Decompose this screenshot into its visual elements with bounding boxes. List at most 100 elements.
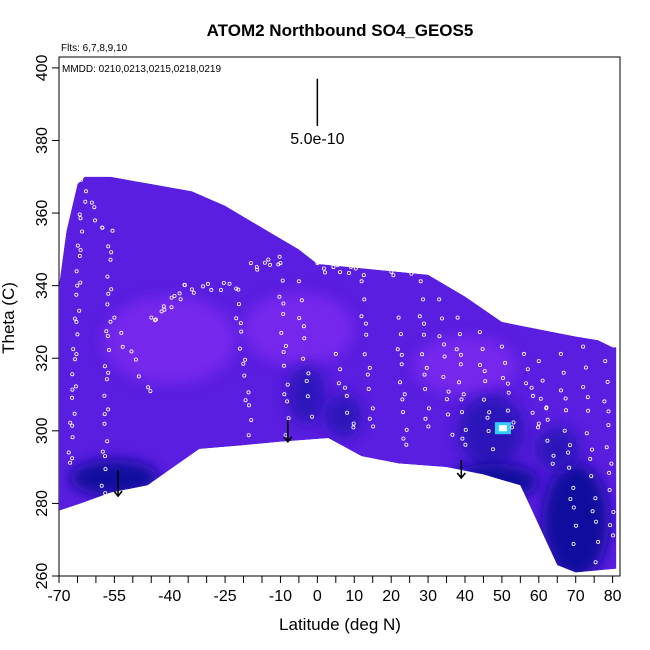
sample-point [585,395,590,400]
sample-point [106,244,111,249]
sample-point [361,273,366,278]
sample-point [563,396,568,401]
sample-point [400,267,405,272]
sample-point [511,420,516,425]
sample-point [169,305,174,310]
light-region [243,292,355,366]
sample-point [106,407,111,412]
sample-point [524,381,529,386]
sample-point [421,321,426,326]
sample-point [301,324,306,329]
x-tick-label: -40 [158,588,181,605]
sample-point [538,396,543,401]
sample-point [345,410,350,415]
sample-point [397,380,402,385]
sample-point [603,359,608,364]
sample-point [79,177,84,182]
sample-point [545,417,550,422]
sample-point [110,228,115,233]
sample-point [367,365,372,370]
sample-point [105,333,110,338]
y-tick-label: 260 [34,563,51,590]
sample-point [583,365,588,370]
sample-point [611,509,616,514]
sample-point [262,260,267,265]
sample-point [106,291,111,296]
sample-point [306,371,311,376]
sample-point [522,351,527,356]
sample-point [119,330,124,335]
sample-point [78,216,83,221]
sample-point [486,428,491,433]
sample-point [530,410,535,415]
sample-point [283,343,288,348]
sample-point [78,247,83,252]
sample-point [571,485,576,490]
sample-point [75,243,80,248]
sample-point [153,317,158,322]
sample-point [178,297,183,302]
sample-point [112,315,117,320]
sample-point [477,362,482,367]
dark-region [457,394,525,468]
sample-point [74,319,79,324]
sample-point [459,397,464,402]
y-tick-label: 300 [34,417,51,444]
x-tick-label: -70 [47,588,70,605]
sample-point [146,385,151,390]
scale-bar-label: 5.0e-10 [290,131,344,148]
arrow-head [113,490,123,498]
sample-point [238,321,243,326]
sample-point [446,389,451,394]
sample-point [200,284,205,289]
sample-point [364,332,369,337]
sample-point [525,367,530,372]
sample-point [395,347,400,352]
arrow-head [456,472,466,480]
sample-point [70,435,75,440]
sample-point [120,344,125,349]
sample-point [299,298,304,303]
sample-point [322,270,327,275]
sample-point [562,428,567,433]
vector-arrow [283,419,293,443]
sample-point [77,308,82,313]
sample-point [100,225,105,230]
sample-point [191,290,196,295]
sample-point [463,442,468,447]
sample-point [255,267,260,272]
sample-point [84,189,89,194]
sample-point [437,297,442,302]
sample-point [399,352,404,357]
y-axis-label: Theta (C) [0,282,18,354]
sample-point [246,390,251,395]
sample-point [606,423,611,428]
sample-point [455,315,460,320]
sample-point [458,352,463,357]
sample-point [344,393,349,398]
sample-point [103,454,108,459]
sample-point [545,438,550,443]
sample-point [242,373,247,378]
sample-point [459,410,464,415]
sample-point [321,266,326,271]
sample-point [362,352,367,357]
sample-point [400,410,405,415]
sample-point [366,386,371,391]
sample-point [483,379,488,384]
sample-point [593,496,598,501]
sample-point [133,357,138,362]
sample-point [456,380,461,385]
sample-point [588,456,593,461]
sample-point [107,347,112,352]
sample-point [418,279,423,284]
sample-point [77,212,82,217]
x-axis-label: Latitude (deg N) [279,615,401,634]
y-axis: 260 280 300 320 340 360 380 400 [34,54,59,589]
sample-point [297,316,302,321]
light-region [103,296,237,384]
sample-point [73,357,78,362]
sample-point [336,381,341,386]
sample-point [246,433,251,438]
sample-point [590,509,595,514]
